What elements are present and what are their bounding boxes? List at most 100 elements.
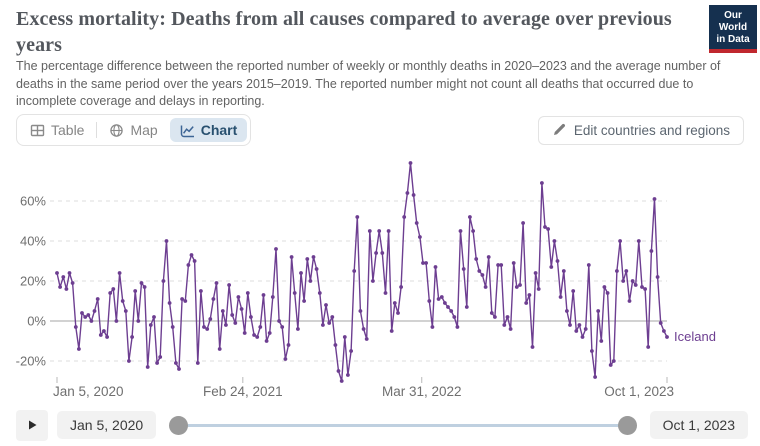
timeline-slider-track[interactable] xyxy=(178,423,628,427)
series-label-iceland[interactable]: Iceland xyxy=(674,329,716,344)
data-point[interactable] xyxy=(270,295,275,299)
data-point[interactable] xyxy=(574,329,579,333)
data-point[interactable] xyxy=(658,321,663,325)
data-point[interactable] xyxy=(342,335,347,339)
data-point[interactable] xyxy=(183,299,188,303)
data-point[interactable] xyxy=(111,287,116,291)
data-point[interactable] xyxy=(421,261,425,265)
data-point[interactable] xyxy=(105,335,109,339)
data-point[interactable] xyxy=(618,239,622,243)
data-point[interactable] xyxy=(333,343,338,347)
data-point[interactable] xyxy=(145,365,150,369)
data-point[interactable] xyxy=(361,327,366,331)
data-point[interactable] xyxy=(461,267,466,271)
data-point[interactable] xyxy=(508,327,513,331)
data-point[interactable] xyxy=(646,345,651,349)
data-point[interactable] xyxy=(170,325,175,329)
data-point[interactable] xyxy=(255,335,260,339)
tab-table[interactable]: Table xyxy=(20,118,94,142)
data-point[interactable] xyxy=(217,347,222,351)
data-point[interactable] xyxy=(502,323,507,327)
data-point[interactable] xyxy=(205,327,210,331)
edit-countries-button[interactable]: Edit countries and regions xyxy=(537,115,744,145)
data-point[interactable] xyxy=(396,311,400,315)
data-point[interactable] xyxy=(180,297,185,301)
data-point[interactable] xyxy=(433,265,438,269)
data-point[interactable] xyxy=(327,321,332,325)
data-point[interactable] xyxy=(102,329,106,333)
data-point[interactable] xyxy=(158,355,163,359)
data-point[interactable] xyxy=(611,359,616,363)
data-point[interactable] xyxy=(649,249,654,253)
data-point[interactable] xyxy=(380,251,385,255)
data-point[interactable] xyxy=(464,305,469,309)
data-point[interactable] xyxy=(496,263,500,267)
tab-chart[interactable]: Chart xyxy=(169,118,248,142)
data-point[interactable] xyxy=(189,253,194,257)
data-point[interactable] xyxy=(164,239,169,243)
data-point[interactable] xyxy=(80,311,84,315)
data-point[interactable] xyxy=(202,325,206,329)
data-point[interactable] xyxy=(418,235,422,239)
data-point[interactable] xyxy=(95,297,100,301)
data-point[interactable] xyxy=(392,301,397,305)
data-point[interactable] xyxy=(389,329,394,333)
data-point[interactable] xyxy=(483,285,488,289)
data-point[interactable] xyxy=(471,229,475,233)
data-point[interactable] xyxy=(98,333,103,337)
data-point[interactable] xyxy=(239,307,244,311)
data-point[interactable] xyxy=(455,325,460,329)
data-point[interactable] xyxy=(302,299,306,303)
data-point[interactable] xyxy=(86,313,91,317)
data-point[interactable] xyxy=(58,285,62,289)
data-point[interactable] xyxy=(324,303,328,307)
data-point[interactable] xyxy=(280,325,285,329)
data-point[interactable] xyxy=(130,335,135,339)
data-point[interactable] xyxy=(580,335,585,339)
data-point[interactable] xyxy=(199,289,203,293)
data-point[interactable] xyxy=(468,215,472,219)
data-point[interactable] xyxy=(89,319,94,323)
data-point[interactable] xyxy=(627,299,632,303)
data-point[interactable] xyxy=(565,309,569,313)
data-point[interactable] xyxy=(536,287,541,291)
data-point[interactable] xyxy=(321,323,325,327)
data-point[interactable] xyxy=(543,225,547,229)
data-point[interactable] xyxy=(167,301,172,305)
data-point[interactable] xyxy=(424,261,428,265)
data-point[interactable] xyxy=(364,337,369,341)
data-point[interactable] xyxy=(486,255,491,259)
data-point[interactable] xyxy=(449,309,454,313)
data-point[interactable] xyxy=(292,291,297,295)
data-point[interactable] xyxy=(546,227,550,231)
data-point[interactable] xyxy=(233,321,238,325)
data-point[interactable] xyxy=(155,361,160,365)
data-point[interactable] xyxy=(314,267,319,271)
data-point[interactable] xyxy=(430,325,435,329)
data-point[interactable] xyxy=(211,297,216,301)
data-point[interactable] xyxy=(458,229,463,233)
data-point[interactable] xyxy=(355,215,360,219)
data-point[interactable] xyxy=(615,269,619,273)
data-point[interactable] xyxy=(192,259,197,263)
data-point[interactable] xyxy=(446,305,450,309)
data-point[interactable] xyxy=(114,319,119,323)
data-point[interactable] xyxy=(499,263,504,267)
data-point[interactable] xyxy=(371,279,375,283)
data-point[interactable] xyxy=(489,311,494,315)
data-point[interactable] xyxy=(267,331,272,335)
data-point[interactable] xyxy=(367,229,372,233)
data-point[interactable] xyxy=(386,229,391,233)
data-point[interactable] xyxy=(596,309,601,313)
data-point[interactable] xyxy=(590,349,594,353)
data-point[interactable] xyxy=(252,333,256,337)
data-point[interactable] xyxy=(599,339,604,343)
data-point[interactable] xyxy=(311,255,316,259)
data-point[interactable] xyxy=(73,325,78,329)
data-point[interactable] xyxy=(261,293,266,297)
timeline-end-handle[interactable] xyxy=(617,415,637,435)
data-point[interactable] xyxy=(346,373,350,377)
data-point[interactable] xyxy=(336,369,341,373)
data-point[interactable] xyxy=(533,271,538,275)
timeline-start-handle[interactable] xyxy=(169,415,189,435)
